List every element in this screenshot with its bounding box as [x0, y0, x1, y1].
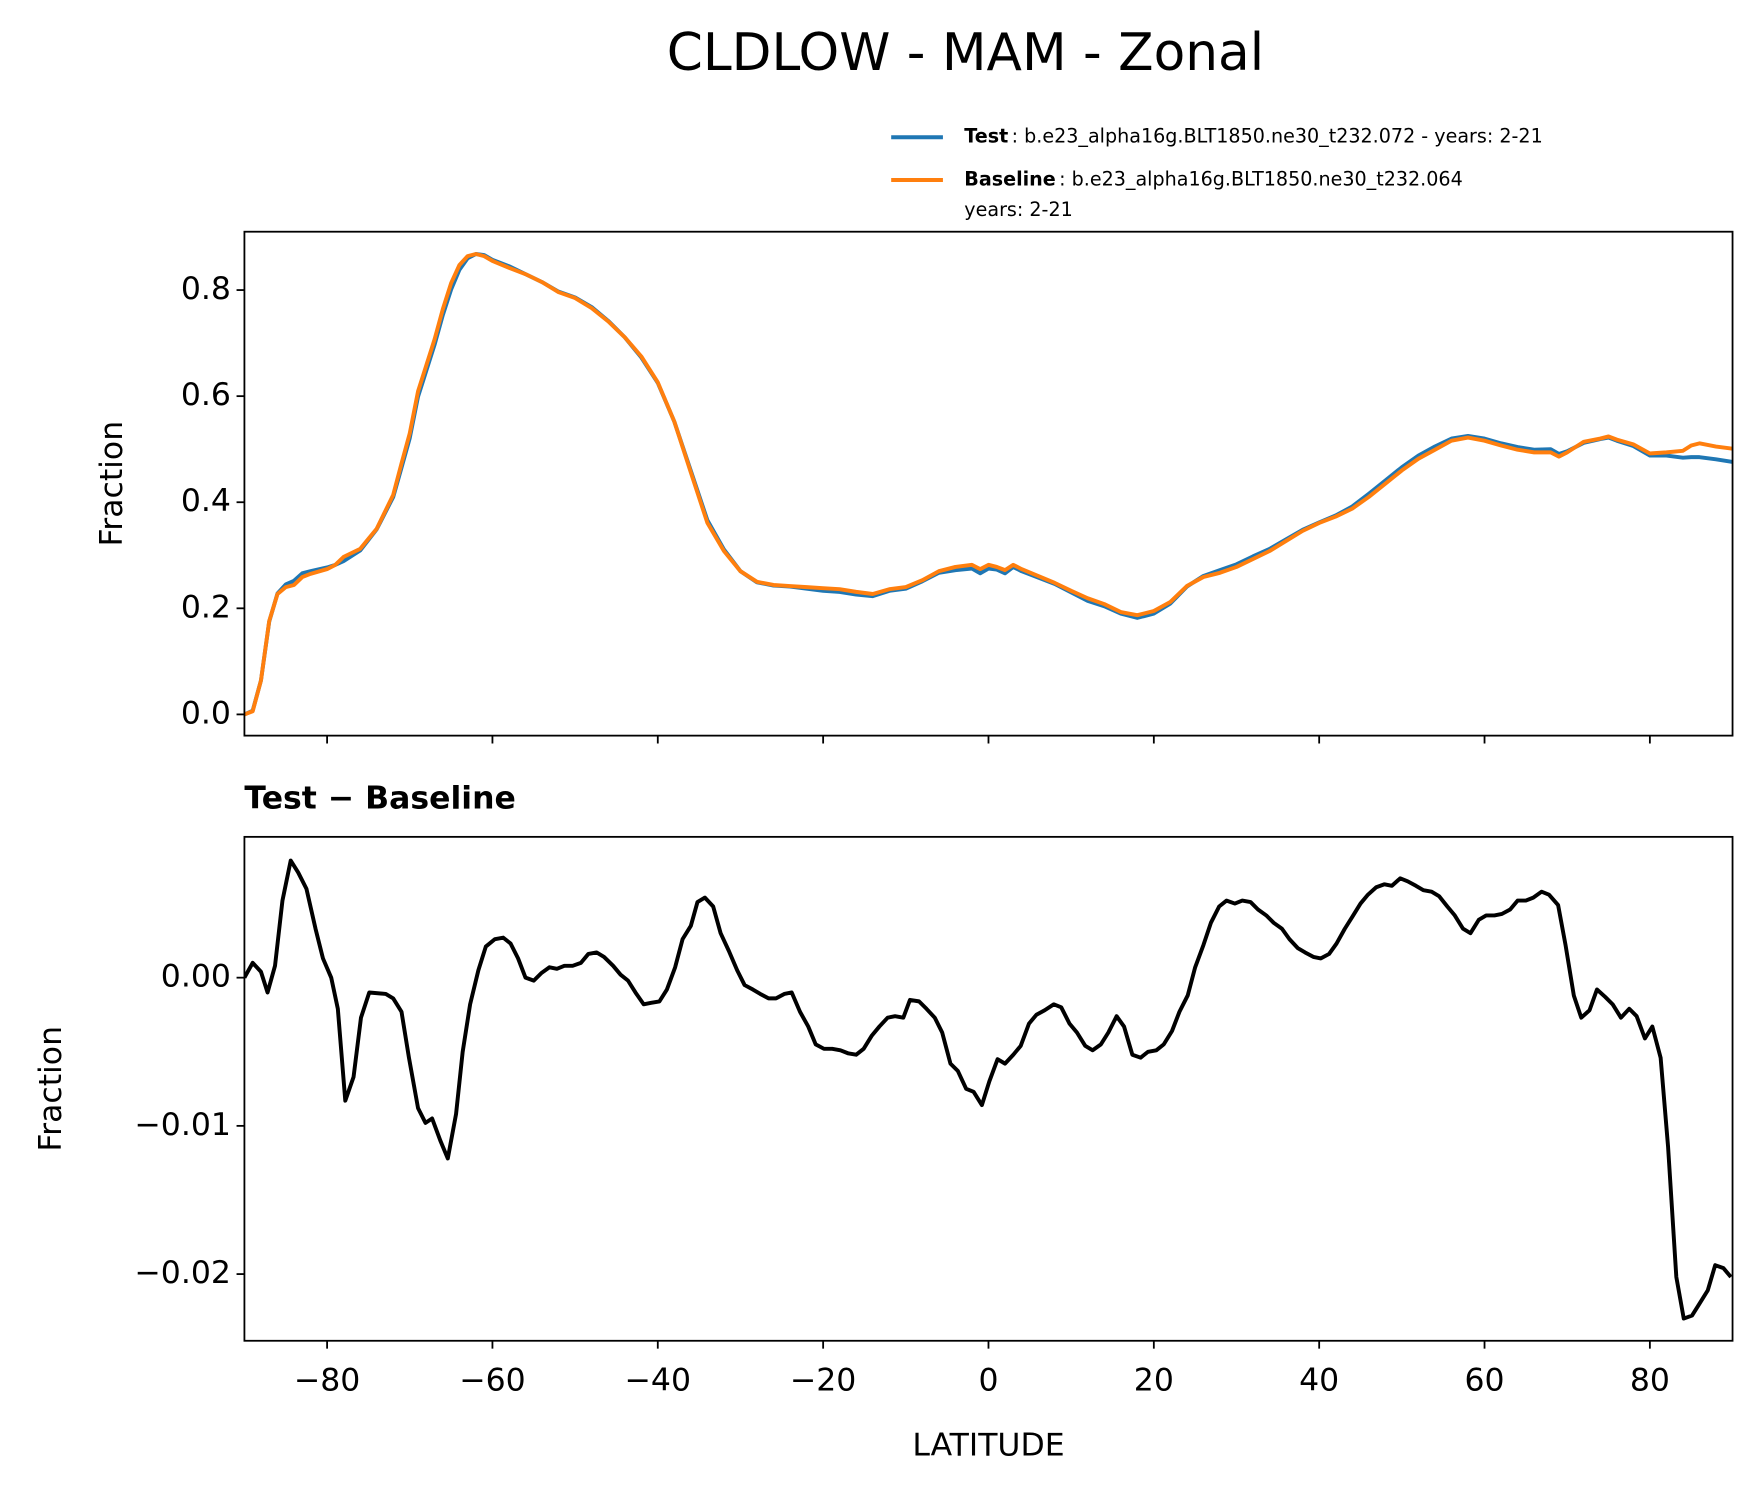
x-tick-label: 60	[1464, 1362, 1504, 1398]
axes-frame	[243, 230, 1734, 737]
y-tick-label: 0.8	[181, 271, 231, 307]
figure-title: CLDLOW - MAM - Zonal	[667, 23, 1264, 83]
x-tick-label: −20	[790, 1362, 856, 1398]
legend-description: : b.e23_alpha16g.BLT1850.ne30_t232.064	[1059, 167, 1463, 190]
x-tick-label: −80	[294, 1362, 360, 1398]
y-axis-label: Fraction	[94, 421, 130, 547]
plot-area	[244, 252, 1733, 717]
subplot-title: Test − Baseline	[244, 781, 515, 817]
x-tick-label: 80	[1630, 1362, 1670, 1398]
x-tick-label: 0	[978, 1362, 998, 1398]
x-tick-label: −40	[625, 1362, 691, 1398]
legend-name: Test	[964, 125, 1008, 148]
y-tick-label: −0.01	[134, 1107, 230, 1143]
axes-frame	[243, 835, 1734, 1342]
y-axis-label: Fraction	[33, 1026, 69, 1152]
y-tick-label: 0.6	[181, 377, 231, 413]
data-line	[244, 252, 1733, 717]
x-tick-label: 20	[1134, 1362, 1174, 1398]
y-tick-label: 0.2	[181, 589, 231, 625]
plot-area	[244, 858, 1733, 1321]
data-line	[244, 252, 1733, 717]
y-tick-label: 0.00	[161, 959, 231, 995]
y-tick-label: −0.02	[134, 1255, 230, 1291]
x-axis-label: LATITUDE	[912, 1428, 1064, 1464]
legend-description: : b.e23_alpha16g.BLT1850.ne30_t232.072 -…	[1012, 125, 1543, 148]
x-tick-label: 40	[1299, 1362, 1339, 1398]
legend-description: years: 2-21	[964, 198, 1072, 221]
data-line	[244, 858, 1733, 1321]
legend-name: Baseline	[964, 167, 1055, 190]
y-tick-label: 0.4	[181, 483, 231, 519]
x-tick-label: −60	[459, 1362, 525, 1398]
y-tick-label: 0.0	[181, 695, 231, 731]
